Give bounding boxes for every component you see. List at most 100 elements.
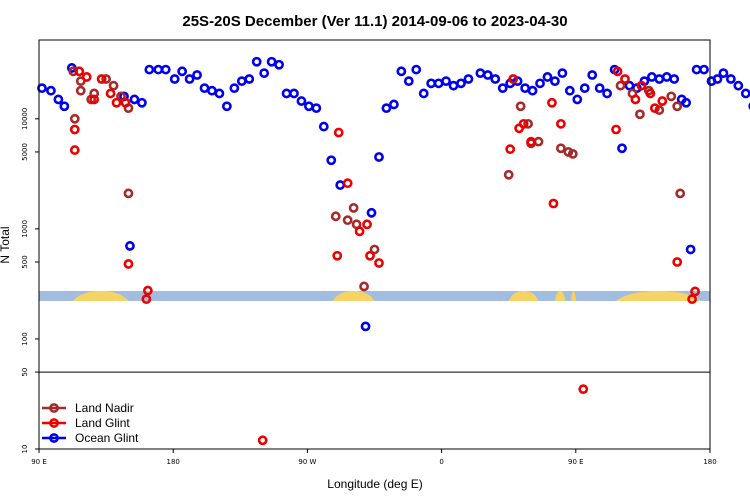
data-point — [403, 76, 414, 87]
series-land-glint — [69, 66, 700, 446]
data-point — [649, 103, 660, 114]
land-mass — [554, 290, 566, 301]
data-point — [37, 83, 47, 94]
data-point — [342, 178, 353, 189]
data-point — [311, 103, 322, 114]
data-point — [229, 83, 240, 94]
data-point — [441, 76, 451, 87]
y-tick-label: 1000 — [21, 220, 29, 238]
data-point — [635, 109, 645, 120]
data-point — [669, 74, 680, 84]
data-point — [125, 241, 135, 251]
data-point — [116, 91, 126, 102]
data-point — [169, 74, 180, 84]
data-point — [578, 384, 589, 395]
chart-title: 25S-20S December (Ver 11.1) 2014-09-06 t… — [182, 13, 567, 30]
data-point — [318, 121, 329, 132]
data-point — [101, 74, 111, 84]
data-point — [636, 80, 647, 91]
data-point — [111, 97, 122, 108]
data-point — [354, 226, 365, 237]
data-point — [296, 96, 307, 106]
data-point — [526, 136, 536, 147]
data-point — [160, 64, 171, 75]
data-point — [555, 118, 566, 129]
data-point — [244, 74, 255, 84]
data-point — [75, 85, 86, 96]
legend-label: Land Glint — [75, 416, 130, 430]
data-point — [572, 94, 583, 105]
land-mass — [73, 290, 129, 301]
x-tick-label: 180 — [167, 458, 180, 466]
data-point — [657, 96, 668, 106]
data-point — [690, 286, 700, 297]
legend-marker — [49, 403, 59, 413]
data-point — [59, 101, 70, 112]
legend-marker — [49, 433, 59, 443]
data-point — [518, 118, 529, 129]
data-point — [359, 281, 369, 292]
data-point — [740, 88, 750, 99]
x-tick-label: 0 — [439, 458, 443, 466]
data-point — [374, 152, 384, 162]
data-point — [482, 70, 493, 80]
data-point — [177, 66, 188, 77]
land-mass — [508, 290, 539, 301]
data-point — [718, 68, 729, 79]
data-point — [81, 72, 92, 82]
land-mass — [616, 290, 702, 301]
x-tick-label: 90 W — [298, 458, 316, 466]
data-point — [365, 250, 375, 261]
data-point — [123, 259, 134, 269]
legend-marker — [49, 418, 59, 428]
land-mass — [571, 290, 576, 301]
data-point — [96, 74, 107, 84]
data-point — [620, 74, 630, 84]
data-point — [503, 169, 514, 180]
data-point — [129, 94, 140, 105]
y-tick-label: 10000 — [21, 108, 29, 130]
data-point — [612, 66, 623, 77]
data-point — [142, 285, 153, 296]
y-axis-ticks: 10 50 100 500 1000 5000 10000 — [21, 108, 39, 453]
data-point — [332, 250, 343, 261]
data-point — [221, 101, 232, 112]
data-point — [418, 88, 429, 99]
data-point — [74, 66, 85, 77]
data-point — [547, 97, 557, 108]
data-point — [567, 148, 578, 159]
data-point — [274, 59, 284, 70]
data-point — [89, 94, 100, 105]
data-point — [456, 78, 466, 89]
data-point — [675, 188, 686, 199]
map-strip — [39, 290, 710, 301]
data-point — [396, 66, 407, 77]
data-point — [53, 94, 64, 105]
data-point — [490, 74, 501, 84]
data-point — [326, 155, 337, 166]
data-point — [617, 143, 627, 154]
data-point — [594, 83, 605, 94]
data-point — [497, 83, 508, 94]
data-point — [527, 85, 538, 96]
data-point — [463, 74, 474, 84]
data-point — [374, 258, 384, 268]
plot-frame — [38, 39, 711, 450]
data-points — [37, 56, 750, 446]
series-land-nadir — [68, 66, 686, 292]
data-point — [342, 215, 353, 226]
data-point — [257, 435, 268, 446]
data-point — [672, 101, 683, 112]
data-point — [672, 257, 683, 267]
data-point — [505, 144, 516, 155]
data-point — [192, 70, 202, 80]
data-point — [108, 80, 119, 91]
data-point — [615, 80, 626, 91]
data-point — [645, 88, 656, 99]
data-point — [699, 64, 709, 75]
data-point — [687, 294, 698, 305]
data-point — [366, 207, 377, 218]
data-point — [381, 103, 392, 114]
